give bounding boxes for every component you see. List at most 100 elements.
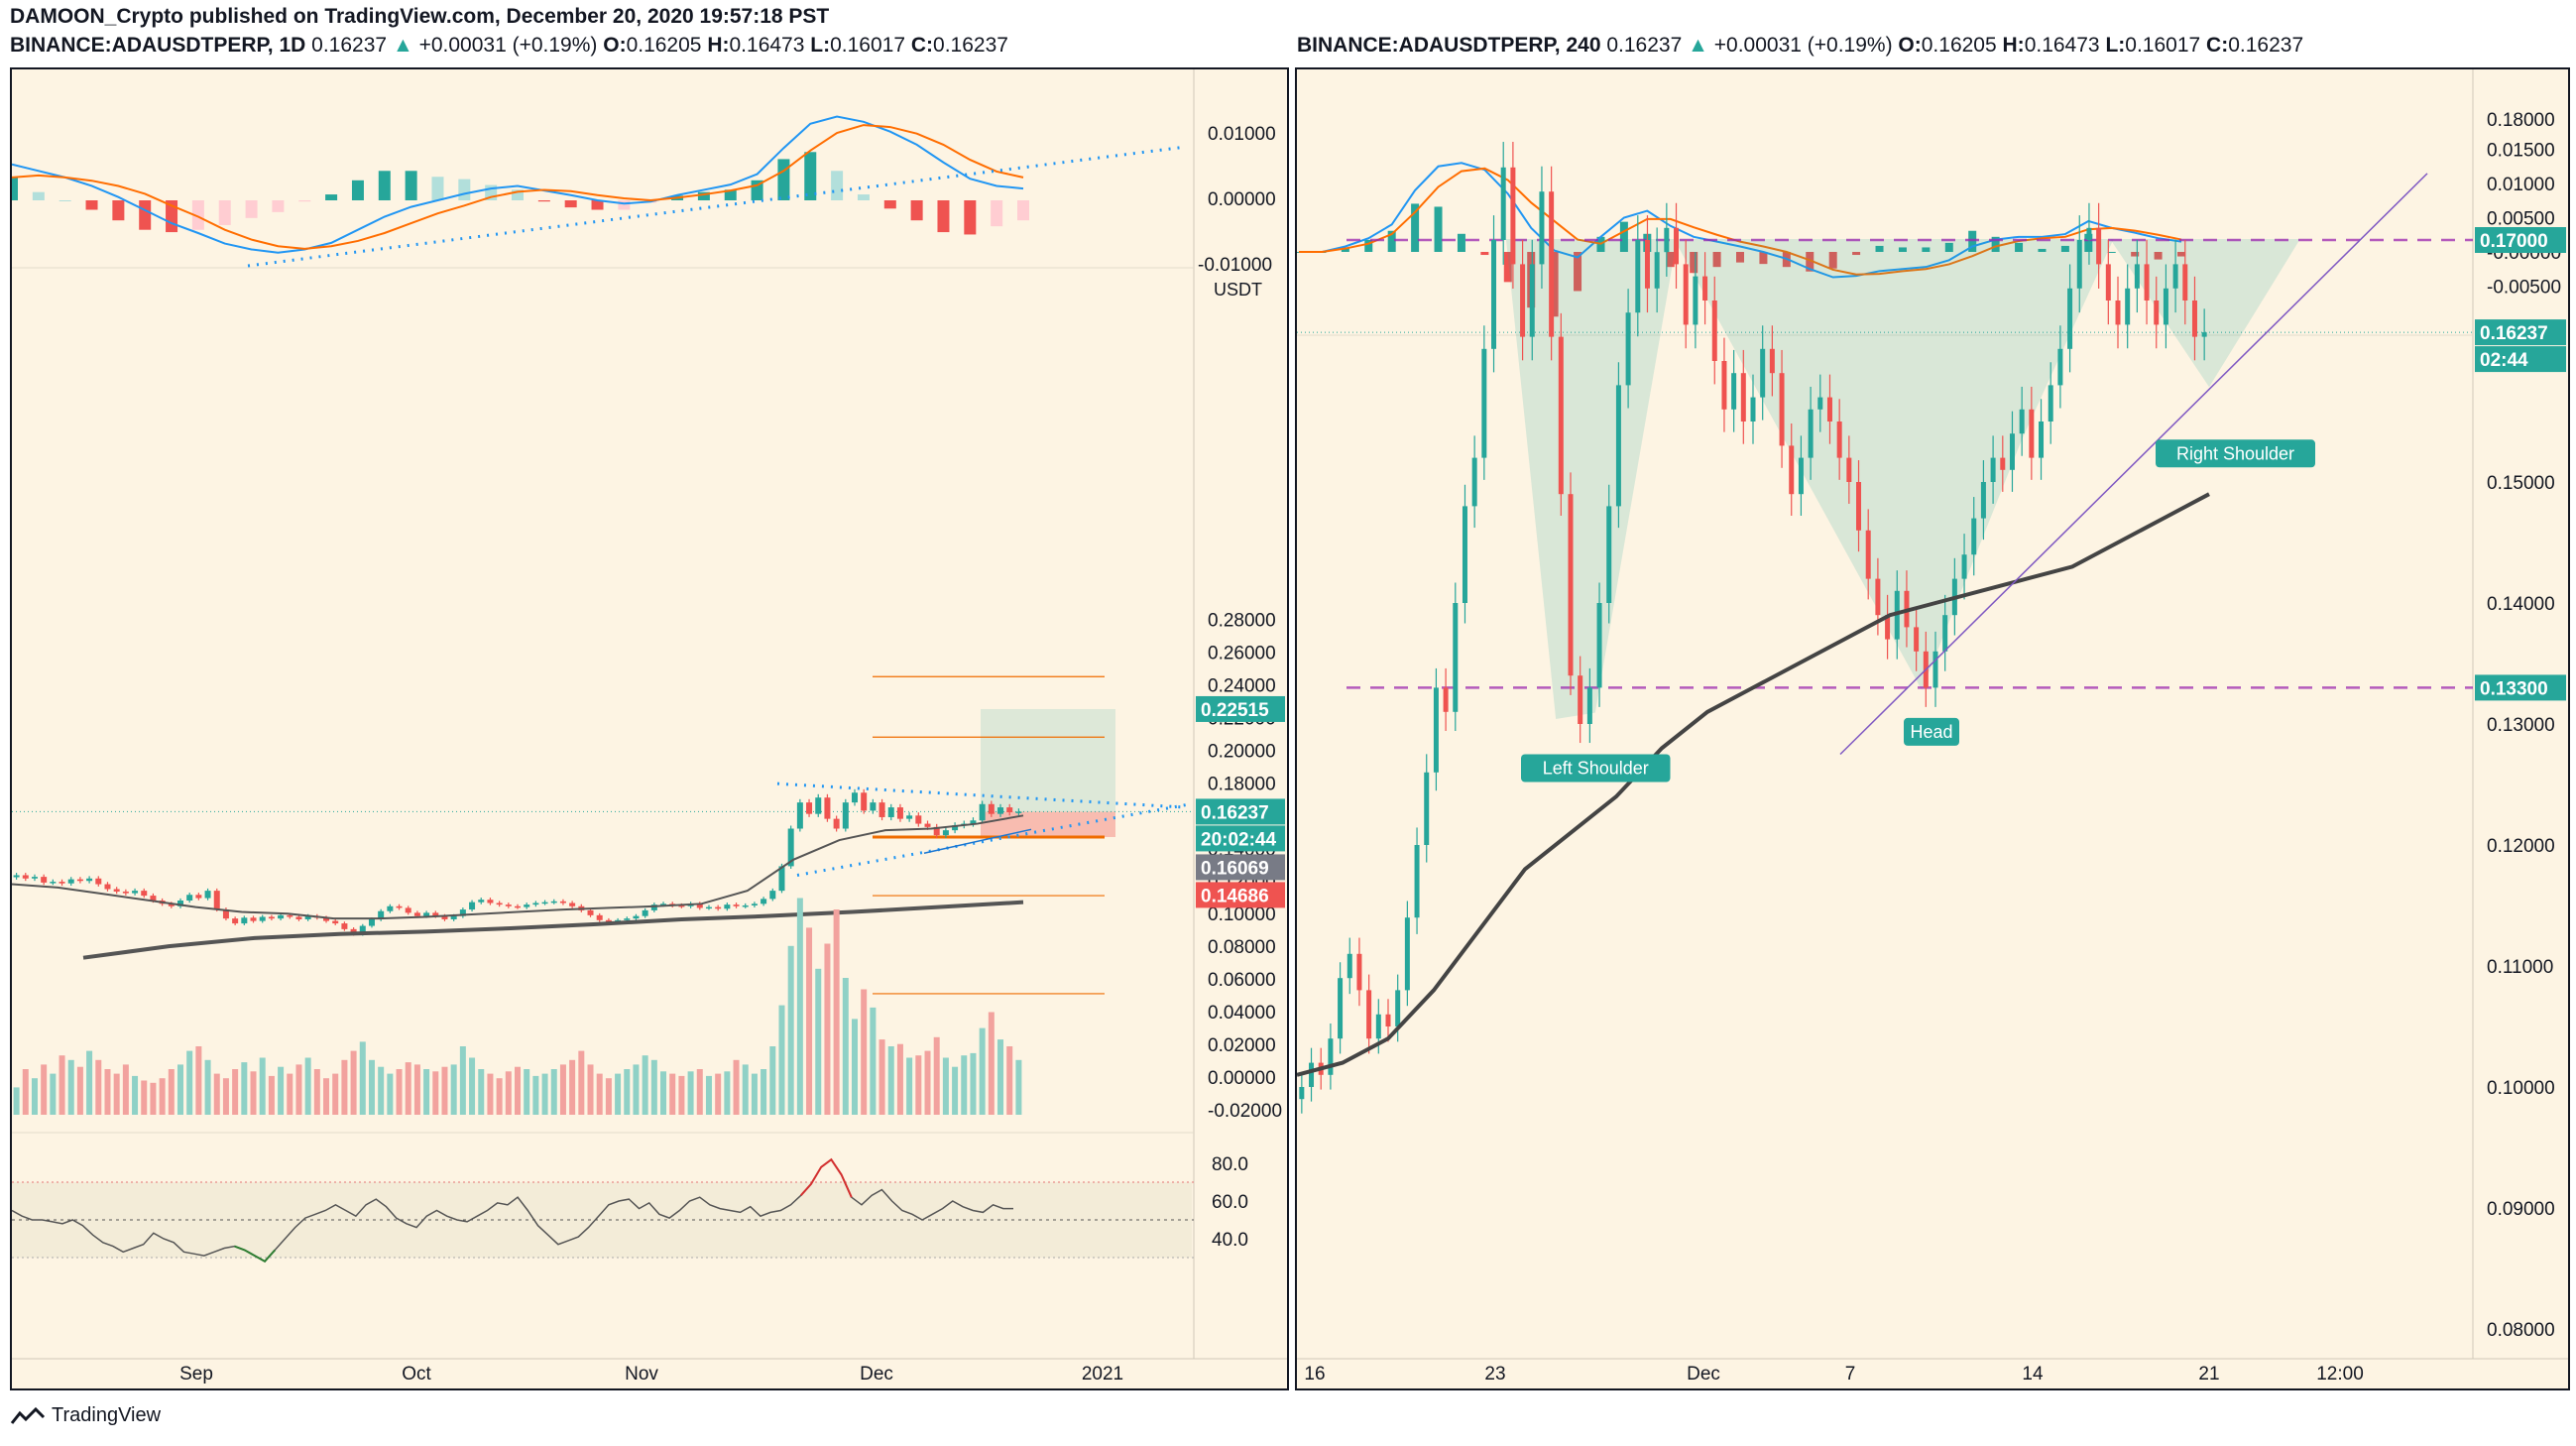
volume-bar bbox=[887, 1046, 894, 1115]
price-tag-bg bbox=[1196, 695, 1285, 722]
time-tick: 16 bbox=[1304, 1364, 1325, 1385]
h4-candle bbox=[1856, 482, 1862, 531]
macd-line bbox=[12, 115, 1024, 254]
h4-candle bbox=[1750, 397, 1756, 422]
h4-chart-panel[interactable]: 0.015000.010000.00500-0.00000-0.005000US… bbox=[1295, 67, 2570, 1390]
volume-bar bbox=[59, 1055, 65, 1115]
ma-long-line bbox=[82, 900, 1024, 960]
macd-histogram-bar bbox=[1457, 233, 1465, 252]
volume-bar bbox=[742, 1064, 749, 1115]
price-tick: 0.10000 bbox=[2487, 1078, 2555, 1099]
volume-bar bbox=[942, 1057, 949, 1115]
macd-histogram-bar bbox=[59, 200, 71, 201]
daily-candle bbox=[778, 866, 785, 892]
price-tick: 0.18000 bbox=[2487, 110, 2555, 131]
volume-bar bbox=[295, 1064, 302, 1115]
h4-candle bbox=[1846, 457, 1852, 482]
h4-candle bbox=[1711, 301, 1717, 361]
volume-bar bbox=[878, 1039, 885, 1115]
volume-bar bbox=[150, 1082, 157, 1115]
h4-candle bbox=[1740, 373, 1746, 422]
price-tag: 0.14686 bbox=[1201, 886, 1269, 906]
volume-bar bbox=[724, 1071, 731, 1115]
time-tick: 2021 bbox=[1082, 1364, 1123, 1385]
price-tag-bg bbox=[1196, 854, 1285, 881]
daily-candle bbox=[650, 904, 657, 910]
daily-candle bbox=[150, 896, 157, 902]
h4-candle bbox=[1760, 348, 1766, 398]
h4-candle bbox=[2191, 301, 2197, 337]
macd-tick: -0.00500 bbox=[2487, 278, 2561, 299]
daily-candle bbox=[678, 904, 685, 907]
h4-candle bbox=[2076, 240, 2082, 289]
macd-histogram-bar bbox=[1341, 247, 1349, 252]
daily-candle bbox=[887, 807, 894, 817]
daily-candle bbox=[942, 830, 949, 836]
volume-bar bbox=[232, 1069, 239, 1115]
macd-histogram-bar bbox=[1503, 252, 1512, 283]
volume-bar bbox=[441, 1066, 448, 1115]
volume-bar bbox=[313, 1069, 320, 1115]
h4-chart[interactable]: 0.015000.010000.00500-0.00000-0.005000US… bbox=[1297, 69, 2568, 1388]
volume-bar bbox=[67, 1059, 74, 1115]
footer-brand: TradingView bbox=[52, 1404, 162, 1426]
volume-bar bbox=[186, 1050, 193, 1115]
volume-bar bbox=[287, 1073, 293, 1115]
price-tick: 0.26000 bbox=[1208, 644, 1276, 664]
daily-candle bbox=[896, 807, 903, 819]
daily-candle bbox=[505, 904, 512, 906]
macd-histogram-bar bbox=[378, 171, 391, 200]
daily-candle bbox=[769, 891, 776, 900]
time-tick: 7 bbox=[1845, 1364, 1856, 1385]
tradingview-logo[interactable]: TradingView bbox=[10, 1404, 161, 1427]
price-tick: 0.00000 bbox=[1208, 1068, 1276, 1089]
volume-bar bbox=[159, 1078, 166, 1115]
time-tick: 21 bbox=[2198, 1364, 2219, 1385]
volume-bar bbox=[1006, 1046, 1013, 1115]
h4-candle bbox=[1529, 264, 1535, 337]
daily-candle bbox=[541, 902, 548, 904]
daily-candle bbox=[405, 907, 411, 913]
h4-candle bbox=[2105, 264, 2111, 301]
macd-histogram-bar bbox=[777, 159, 790, 200]
macd-histogram-bar bbox=[139, 200, 152, 230]
daily-candle bbox=[724, 904, 731, 909]
daily-chart-panel[interactable]: 0.01000 0.00000 -0.01000 USDT 0.28000 0.26000… bbox=[10, 67, 1289, 1390]
volume-bar bbox=[824, 943, 831, 1115]
volume-bar bbox=[669, 1073, 676, 1115]
time-tick: Sep bbox=[179, 1364, 213, 1385]
volume-bar bbox=[761, 1069, 767, 1115]
volume-bar bbox=[405, 1062, 411, 1115]
h4-candle bbox=[1779, 373, 1785, 446]
daily-candle bbox=[76, 879, 83, 882]
volume-bar bbox=[997, 1039, 1004, 1115]
daily-chart[interactable]: 0.01000 0.00000 -0.01000 USDT 0.28000 0.26000… bbox=[12, 69, 1287, 1388]
volume-bar bbox=[122, 1064, 129, 1115]
macd-histogram-bar bbox=[2107, 252, 2116, 253]
h4-candle bbox=[1328, 1038, 1334, 1075]
macd-line bbox=[1299, 162, 2182, 279]
macd-histogram-bar bbox=[591, 200, 604, 210]
volume-bar bbox=[41, 1064, 48, 1115]
daily-candle bbox=[50, 882, 57, 884]
volume-bar bbox=[31, 1078, 38, 1115]
daily-candle bbox=[524, 904, 530, 907]
macd-histogram-bar bbox=[1550, 252, 1559, 317]
price-tag: 02:44 bbox=[2480, 350, 2528, 371]
macd-histogram-bar bbox=[1690, 252, 1698, 274]
volume-bar bbox=[13, 1087, 20, 1115]
volume-bar bbox=[524, 1069, 530, 1115]
daily-candle bbox=[487, 900, 494, 904]
volume-bar bbox=[132, 1075, 139, 1115]
h4-candle bbox=[1375, 1014, 1381, 1039]
volume-bar bbox=[769, 1046, 776, 1115]
tradingview-icon bbox=[10, 1406, 46, 1424]
daily-candle bbox=[742, 904, 749, 907]
daily-candle bbox=[924, 823, 931, 827]
pattern-label: Left Shoulder bbox=[1543, 759, 1649, 779]
volume-bar bbox=[896, 1043, 903, 1115]
h4-candle bbox=[1309, 1062, 1315, 1087]
volume-bar bbox=[332, 1073, 339, 1115]
volume-bar bbox=[715, 1073, 722, 1115]
h4-candle bbox=[1961, 554, 1967, 579]
